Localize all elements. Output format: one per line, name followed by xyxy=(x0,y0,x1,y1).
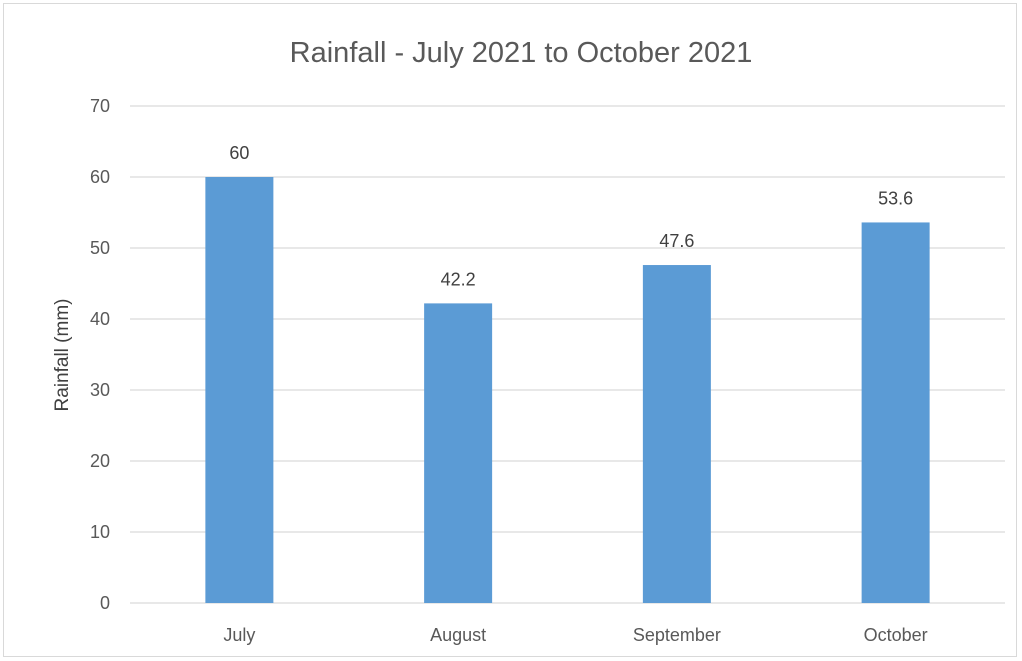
bar-september xyxy=(642,265,711,603)
y-tick-label: 60 xyxy=(90,167,110,187)
chart-frame xyxy=(3,3,1017,657)
y-tick-label: 20 xyxy=(90,451,110,471)
data-labels: 60 42.2 47.6 53.6 xyxy=(229,143,913,289)
data-label-october: 53.6 xyxy=(878,188,913,208)
data-label-august: 42.2 xyxy=(441,269,476,289)
y-axis-label: Rainfall (mm) xyxy=(52,299,73,412)
bar-july xyxy=(205,177,274,603)
x-tick-label-october: October xyxy=(864,625,928,645)
y-tick-label: 50 xyxy=(90,238,110,258)
x-tick-label-july: July xyxy=(223,625,255,645)
y-tick-label: 40 xyxy=(90,309,110,329)
chart-title: Rainfall - July 2021 to October 2021 xyxy=(290,37,753,69)
y-tick-label: 10 xyxy=(90,522,110,542)
data-label-july: 60 xyxy=(229,143,249,163)
x-tick-label-august: August xyxy=(430,625,486,645)
bar-october xyxy=(861,222,930,603)
x-tick-labels: July August September October xyxy=(223,625,927,645)
y-tick-label: 30 xyxy=(90,380,110,400)
y-tick-labels: 0 10 20 30 40 50 60 70 xyxy=(90,96,110,613)
bar-august xyxy=(424,303,493,603)
x-tick-label-september: September xyxy=(633,625,721,645)
bars xyxy=(205,177,930,603)
y-tick-label: 70 xyxy=(90,96,110,116)
gridlines xyxy=(130,105,1005,604)
y-tick-label: 0 xyxy=(100,593,110,613)
data-label-september: 47.6 xyxy=(659,231,694,251)
